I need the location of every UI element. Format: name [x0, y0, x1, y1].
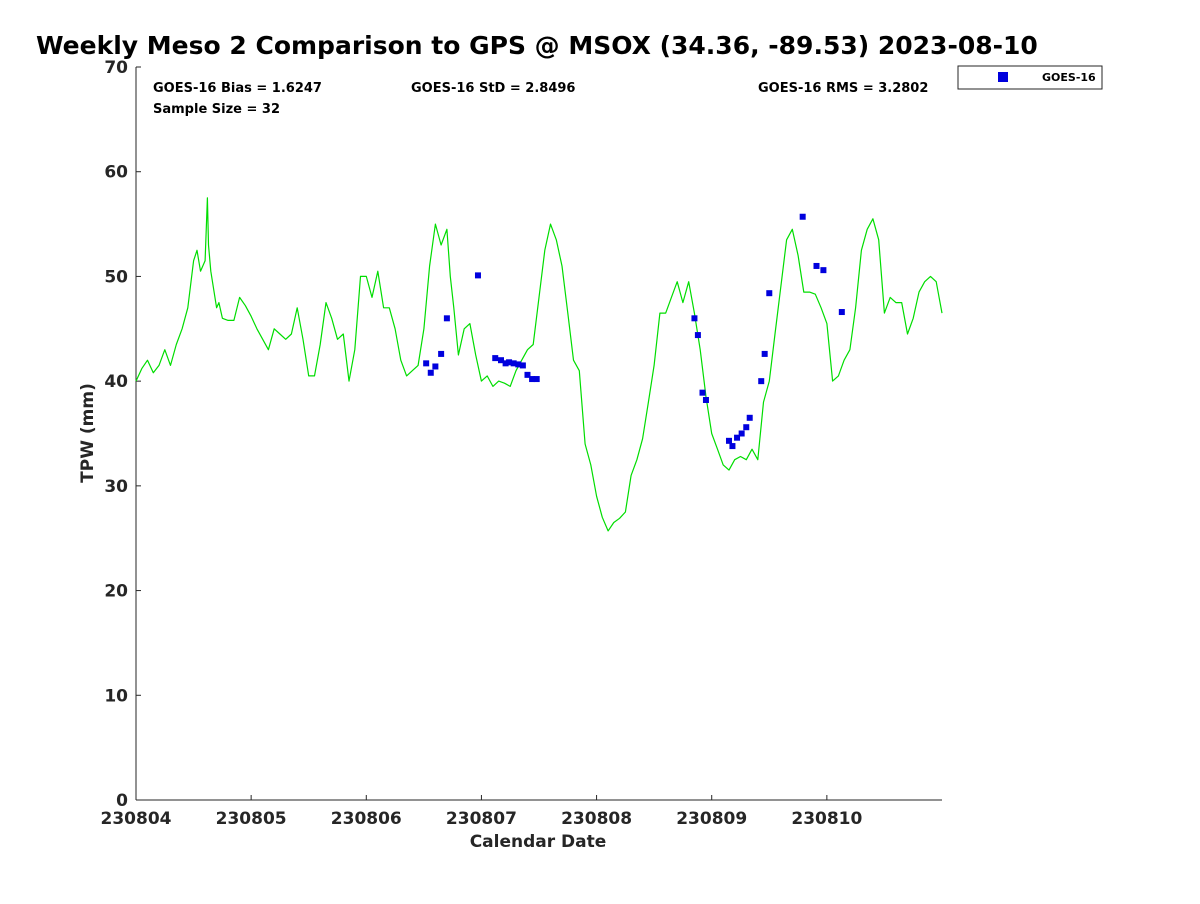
series-gps: [135, 197, 943, 532]
goes16-point: [694, 332, 701, 339]
x-axis-label: Calendar Date: [470, 832, 607, 852]
goes16-point: [524, 371, 531, 378]
x-tick-label: 230804: [101, 809, 172, 829]
goes16-point: [443, 315, 450, 322]
goes16-point: [691, 315, 698, 322]
series-goes: [423, 213, 845, 450]
goes16-point: [506, 359, 513, 366]
y-tick-label: 70: [104, 58, 128, 78]
goes16-point: [813, 262, 820, 269]
goes16-point: [738, 430, 745, 437]
y-tick-label: 30: [104, 477, 128, 497]
y-tick-label: 50: [104, 267, 128, 287]
goes16-point: [533, 376, 540, 383]
goes16-point: [743, 424, 750, 431]
stat-sample-size: Sample Size = 32: [153, 102, 280, 117]
goes16-point: [438, 350, 445, 357]
goes16-point: [492, 355, 499, 362]
goes16-point: [427, 369, 434, 376]
goes16-point: [725, 437, 732, 444]
goes16-point: [432, 363, 439, 370]
y-tick-label: 20: [104, 582, 128, 602]
x-tick-label: 230805: [216, 809, 287, 829]
y-axis-label: TPW (mm): [78, 383, 98, 483]
goes16-point: [423, 360, 430, 367]
chart-title: Weekly Meso 2 Comparison to GPS @ MSOX (…: [36, 31, 1038, 60]
legend-box: [957, 65, 1103, 90]
plot-frame: [135, 67, 942, 801]
legend-marker: [998, 72, 1008, 82]
goes16-point: [474, 272, 481, 279]
stat-bias: GOES-16 Bias = 1.6247: [153, 81, 322, 96]
stats-block: GOES-16 Bias = 1.6247 Sample Size = 32 G…: [153, 81, 928, 117]
legend-label: GOES-16: [1042, 71, 1096, 84]
goes16-point: [702, 396, 709, 403]
x-tick-label: 230807: [446, 809, 517, 829]
goes16-point: [729, 443, 736, 450]
x-ticks: 230804 230805 230806 230807 230808 230809 2308…: [101, 795, 863, 829]
goes16-point: [515, 361, 522, 368]
goes16-point: [519, 362, 526, 369]
goes16-point: [799, 213, 806, 220]
goes16-point: [820, 267, 827, 274]
goes16-point: [510, 360, 517, 367]
y-ticks: 0 10 20 30 40 50 60 70: [104, 58, 141, 811]
stat-rms: GOES-16 RMS = 3.2802: [758, 81, 928, 96]
y-tick-label: 10: [104, 686, 128, 706]
goes16-point: [761, 350, 768, 357]
legend: GOES-16: [957, 65, 1103, 90]
y-tick-label: 0: [116, 791, 128, 811]
goes16-point: [838, 309, 845, 316]
x-tick-label: 230806: [331, 809, 402, 829]
goes16-point: [699, 389, 706, 396]
goes16-point: [758, 378, 765, 385]
stat-std: GOES-16 StD = 2.8496: [411, 81, 575, 96]
goes16-point: [746, 414, 753, 421]
y-tick-label: 40: [104, 372, 128, 392]
goes16-point: [529, 376, 536, 383]
goes16-point: [498, 357, 505, 364]
x-tick-label: 230810: [791, 809, 862, 829]
goes16-point: [766, 290, 773, 297]
goes16-point: [734, 434, 741, 441]
y-tick-label: 60: [104, 163, 128, 183]
gps-series-line: [135, 197, 943, 532]
goes16-point: [502, 360, 509, 367]
x-tick-label: 230809: [676, 809, 747, 829]
x-tick-label: 230808: [561, 809, 632, 829]
